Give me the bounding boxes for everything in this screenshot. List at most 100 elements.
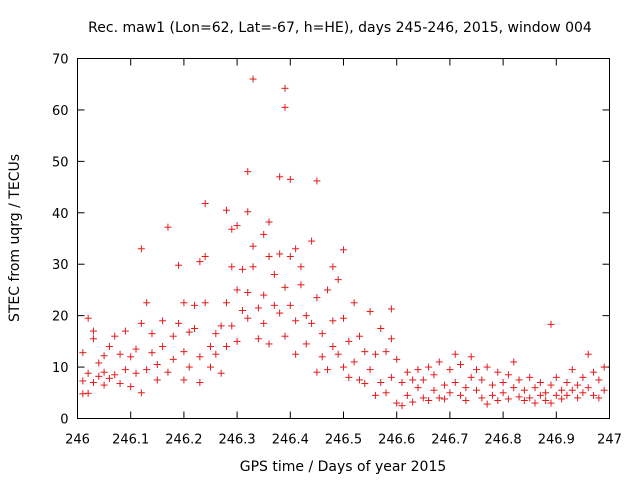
data-point [425, 363, 433, 371]
data-point [212, 330, 220, 338]
data-point [600, 363, 608, 371]
data-point [579, 389, 587, 397]
data-point [95, 359, 103, 367]
x-tick-label: 246.5 [325, 433, 362, 448]
data-point [542, 397, 550, 404]
data-point [318, 353, 326, 361]
data-point [355, 332, 363, 340]
data-point [244, 289, 252, 296]
data-point [201, 299, 209, 307]
data-point [387, 373, 395, 381]
data-point [584, 350, 592, 358]
x-tick-label: 246.9 [538, 433, 575, 448]
data-point [265, 218, 273, 226]
y-tick-label: 40 [52, 207, 69, 222]
data-point [137, 389, 145, 397]
data-point [499, 379, 507, 386]
data-point [473, 366, 480, 374]
data-point [175, 319, 183, 327]
data-point [409, 376, 417, 384]
data-point [526, 373, 534, 381]
data-point [451, 350, 459, 358]
data-point [100, 368, 108, 376]
data-point [222, 299, 230, 307]
data-point [308, 319, 316, 327]
data-point [185, 363, 193, 371]
data-point [207, 343, 214, 350]
data-point [111, 371, 119, 379]
data-point [425, 397, 433, 404]
data-point [233, 286, 241, 294]
data-point [361, 380, 369, 388]
data-point [361, 348, 369, 356]
data-point [382, 389, 390, 397]
data-point [414, 384, 422, 392]
data-point [260, 230, 268, 238]
data-point [238, 307, 246, 314]
y-tick-label: 20 [52, 310, 69, 325]
y-tick-label: 50 [52, 155, 69, 170]
data-point [488, 391, 496, 399]
chart-title: Rec. maw1 (Lon=62, Lat=-67, h=HE), days … [88, 20, 592, 36]
data-point [435, 358, 443, 366]
data-point [132, 369, 140, 377]
data-point [451, 379, 459, 386]
data-point [531, 384, 539, 392]
data-point [478, 394, 486, 402]
data-point [89, 379, 97, 386]
data-point [105, 374, 113, 382]
data-point [79, 390, 87, 398]
y-tick-label: 70 [52, 53, 69, 68]
data-point [430, 386, 438, 394]
data-point [340, 246, 347, 254]
data-point [132, 345, 140, 353]
data-point [292, 317, 300, 325]
data-point [212, 350, 220, 358]
data-point [249, 263, 257, 271]
data-point [355, 376, 363, 384]
data-point [536, 379, 544, 386]
data-point [159, 343, 167, 350]
data-point [164, 368, 172, 376]
data-point [148, 349, 156, 357]
x-tick-label: 247 [597, 433, 622, 448]
data-point [568, 386, 576, 394]
data-point [558, 395, 566, 403]
data-point [84, 369, 92, 377]
data-point [228, 225, 236, 233]
data-point [270, 271, 278, 278]
data-point [499, 389, 507, 397]
data-point [547, 320, 555, 328]
data-point [281, 332, 289, 340]
data-point [387, 335, 395, 343]
data-point [297, 263, 305, 271]
data-point [350, 299, 358, 307]
data-point [324, 366, 332, 374]
data-point [329, 263, 337, 271]
data-point [377, 325, 385, 332]
data-point [419, 376, 427, 384]
data-point [185, 328, 193, 336]
data-point [520, 386, 528, 394]
data-point [441, 381, 449, 389]
data-point [600, 386, 608, 394]
data-point [265, 253, 273, 260]
data-point [377, 379, 385, 386]
x-tick-label: 246.1 [112, 433, 149, 448]
x-tick-label: 246.3 [218, 433, 255, 448]
data-point [515, 376, 523, 384]
x-tick-label: 246.4 [272, 433, 309, 448]
data-point [547, 399, 555, 407]
data-point [238, 265, 246, 273]
data-point [371, 391, 379, 399]
data-point [281, 103, 289, 111]
data-point [217, 322, 225, 330]
data-point [483, 363, 491, 371]
data-point [201, 200, 209, 208]
data-point [542, 389, 550, 397]
data-point [574, 381, 582, 389]
data-point [164, 223, 172, 231]
data-point [260, 319, 268, 327]
data-point [563, 391, 571, 399]
